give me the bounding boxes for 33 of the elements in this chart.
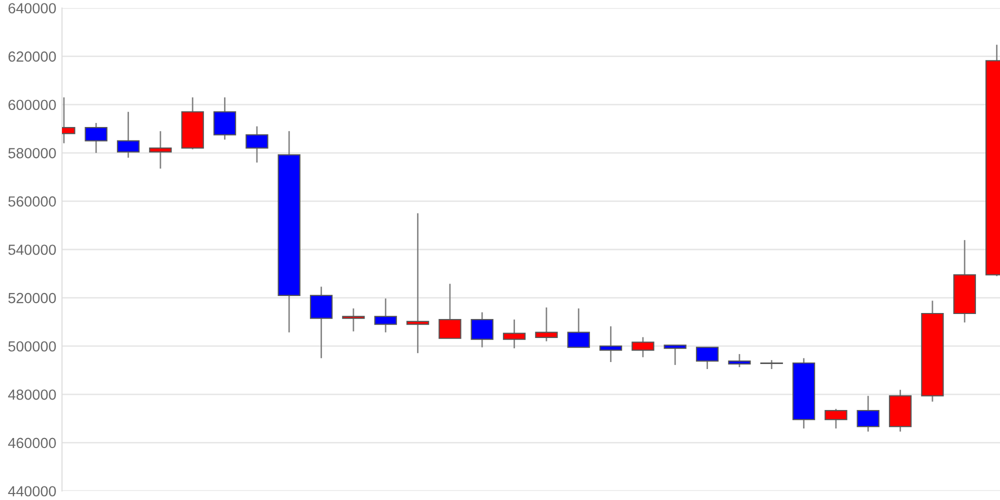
y-tick-label: 540000 <box>8 244 56 255</box>
candlestick <box>438 283 462 340</box>
candlestick <box>567 308 590 348</box>
y-tick-label: 600000 <box>8 100 56 110</box>
candlestick <box>470 312 494 348</box>
candlestick <box>116 111 140 158</box>
candlestick <box>149 130 172 170</box>
candlestick <box>599 326 622 363</box>
y-tick-label: 580000 <box>8 148 56 158</box>
candlestick <box>502 318 526 349</box>
candlestick <box>310 286 333 359</box>
y-tick-label: 480000 <box>8 390 56 400</box>
candlestick <box>824 408 848 430</box>
y-tick-label: 460000 <box>8 438 56 448</box>
y-tick-label: 500000 <box>8 341 56 352</box>
candlestick <box>760 359 783 370</box>
candlestick <box>246 126 268 164</box>
candlestick <box>664 344 686 366</box>
candlestick <box>696 346 719 370</box>
candlestick <box>84 122 108 154</box>
candlestick <box>406 212 430 354</box>
candlestick <box>632 336 654 358</box>
candlestick <box>728 353 751 368</box>
candlestick <box>856 395 880 432</box>
y-tick-label: 640000 <box>8 3 56 14</box>
candlestick <box>213 96 236 140</box>
y-tick-label: 520000 <box>8 292 56 304</box>
candlestick <box>374 298 397 334</box>
y-tick-label: 620000 <box>8 51 56 62</box>
y-tick-label: 440000 <box>8 486 56 496</box>
candlestick <box>342 308 365 332</box>
candlestick <box>535 306 558 342</box>
y-tick-label: 560000 <box>8 196 56 207</box>
